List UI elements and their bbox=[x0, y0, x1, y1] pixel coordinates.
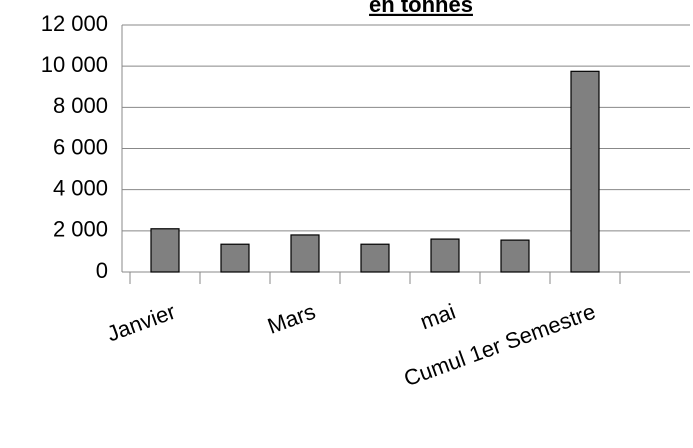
y-tick-label: 8 000 bbox=[53, 93, 108, 118]
y-tick-label: 0 bbox=[96, 258, 108, 283]
bar bbox=[360, 243, 390, 273]
bar bbox=[570, 70, 600, 273]
y-tick-label: 4 000 bbox=[53, 175, 108, 200]
bar bbox=[500, 239, 530, 273]
y-tick-label: 12 000 bbox=[41, 11, 108, 36]
x-tick-label: Janvier bbox=[104, 299, 179, 347]
bar bbox=[430, 238, 460, 273]
bar bbox=[290, 234, 320, 273]
y-tick-label: 6 000 bbox=[53, 134, 108, 159]
bar bbox=[220, 243, 250, 273]
y-tick-label: 10 000 bbox=[41, 52, 108, 77]
bar bbox=[150, 228, 180, 273]
x-tick-label: mai bbox=[417, 299, 459, 335]
chart-title: en tonnes bbox=[369, 0, 473, 17]
y-tick-label: 2 000 bbox=[53, 217, 108, 242]
x-tick-label: Mars bbox=[264, 299, 318, 339]
